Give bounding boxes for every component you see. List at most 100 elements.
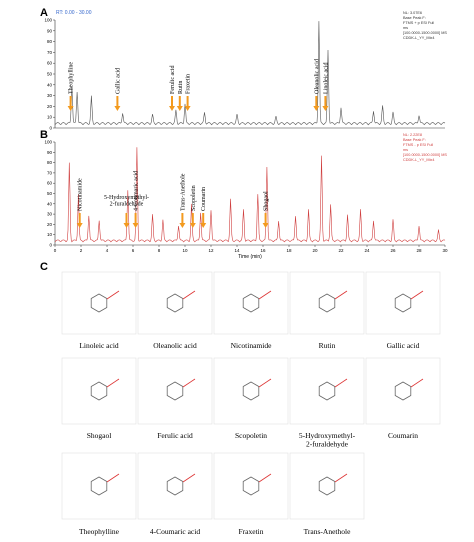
y-tick-label: 20 xyxy=(47,104,53,109)
structure-bond xyxy=(410,378,424,388)
peak-label: Nicotinamide xyxy=(78,178,84,211)
y-tick-label: 50 xyxy=(47,191,53,196)
structure-bond xyxy=(182,473,196,483)
structure-frame xyxy=(213,452,289,520)
x-tick-label: 2 xyxy=(80,248,83,253)
structure-frame xyxy=(137,271,213,335)
arrow-head xyxy=(76,223,83,228)
info-text: [100.0000-1500.0000] MS xyxy=(403,31,447,35)
panel-label: C xyxy=(40,261,48,273)
peak-label: Shogaol xyxy=(264,191,270,211)
arrow-head xyxy=(262,223,269,228)
structure-ring xyxy=(166,476,184,496)
structure-ring xyxy=(90,293,108,313)
structure-bond xyxy=(106,378,120,388)
y-tick-label: 10 xyxy=(47,232,53,237)
structure-bond xyxy=(334,378,348,388)
compound-name: Scopoletin xyxy=(235,431,267,440)
structure-bond xyxy=(334,473,348,483)
y-tick-label: 80 xyxy=(47,160,53,165)
y-tick-label: 70 xyxy=(47,50,53,55)
structure-frame xyxy=(137,357,213,425)
structure-ring xyxy=(394,293,412,313)
structure-frame xyxy=(61,271,137,335)
x-axis-label: Time (min) xyxy=(238,254,262,260)
arrow-head xyxy=(184,106,191,111)
x-tick-label: 22 xyxy=(338,248,344,253)
y-tick-label: 70 xyxy=(47,170,53,175)
y-tick-label: 20 xyxy=(47,222,53,227)
y-tick-label: 30 xyxy=(47,93,53,98)
y-tick-label: 90 xyxy=(47,150,53,155)
compound-name: Coumarin xyxy=(388,431,418,440)
peak-label: Coumarin xyxy=(201,187,207,211)
peak-label: Trans-Anethole xyxy=(180,173,186,211)
structure-ring xyxy=(166,381,184,401)
peak-label: 4-Coumaric acid xyxy=(134,171,140,211)
structure-ring xyxy=(318,293,336,313)
info-text: Base Peak F: xyxy=(403,16,426,20)
arrow-head xyxy=(169,106,175,111)
structure-ring xyxy=(242,476,260,496)
structure-bond xyxy=(106,290,120,300)
info-text: CDDK-L_YY_Mix4 xyxy=(403,36,434,40)
y-tick-label: 0 xyxy=(49,243,52,248)
y-tick-label: 0 xyxy=(49,126,52,131)
x-tick-label: 12 xyxy=(208,248,214,253)
y-tick-label: 60 xyxy=(47,181,53,186)
y-tick-label: 30 xyxy=(47,212,53,217)
x-tick-label: 24 xyxy=(364,248,370,253)
structure-ring xyxy=(394,381,412,401)
compound-name: Nicotinamide xyxy=(231,341,272,350)
arrow-head xyxy=(200,223,207,228)
info-text: [100.0000-1500.0000] MS xyxy=(403,153,447,157)
compound-name: Oleanolic acid xyxy=(153,341,197,350)
info-text: ms xyxy=(403,26,408,30)
peak-label: Oleanolic acid xyxy=(314,59,320,94)
x-tick-label: 30 xyxy=(442,248,448,253)
structure-ring xyxy=(90,381,108,401)
structure-frame xyxy=(289,357,365,425)
arrow-head xyxy=(313,106,320,111)
arrow-head xyxy=(67,106,74,111)
info-text: FTMS + p ESI Full xyxy=(403,21,434,25)
y-tick-label: 10 xyxy=(47,115,53,120)
structure-frame xyxy=(137,452,213,520)
compound-name: 5-Hydroxymethyl-2-furaldehyde xyxy=(299,431,356,448)
trace xyxy=(54,21,446,126)
structure-bond xyxy=(182,290,196,300)
info-text: FTMS - p ESI Full xyxy=(403,143,433,147)
x-tick-label: 16 xyxy=(260,248,266,253)
arrow-head xyxy=(176,106,183,111)
info-text: CDDK-L_YY_Mix4 xyxy=(403,158,434,162)
structure-bond xyxy=(410,290,424,300)
arrow-head xyxy=(132,223,139,228)
structure-frame xyxy=(61,357,137,425)
compound-name: Fraxetin xyxy=(239,527,264,536)
structure-bond xyxy=(258,290,272,300)
y-tick-label: 50 xyxy=(47,72,53,77)
structure-frame xyxy=(61,452,137,520)
arrow-head xyxy=(179,223,186,228)
y-tick-label: 60 xyxy=(47,61,53,66)
structure-ring xyxy=(318,381,336,401)
structure-frame xyxy=(365,271,441,335)
y-tick-label: 40 xyxy=(47,82,53,87)
structure-frame xyxy=(289,452,365,520)
compound-name: Theophylline xyxy=(79,527,120,536)
x-tick-label: 6 xyxy=(132,248,135,253)
peak-label: Gallic acid xyxy=(115,68,121,94)
trace xyxy=(54,147,446,243)
structure-frame xyxy=(213,357,289,425)
x-tick-label: 0 xyxy=(54,248,57,253)
info-text: NL: 3.07E6 xyxy=(403,11,422,15)
structure-frame xyxy=(213,271,289,335)
structure-bond xyxy=(334,290,348,300)
y-tick-label: 100 xyxy=(44,140,52,145)
x-tick-label: 28 xyxy=(416,248,422,253)
info-text: ms xyxy=(403,148,408,152)
arrow-head xyxy=(189,223,196,228)
compound-name: 4-Coumaric acid xyxy=(150,527,200,536)
x-tick-label: 10 xyxy=(182,248,188,253)
compound-name: Trans-Anethole xyxy=(304,527,351,536)
